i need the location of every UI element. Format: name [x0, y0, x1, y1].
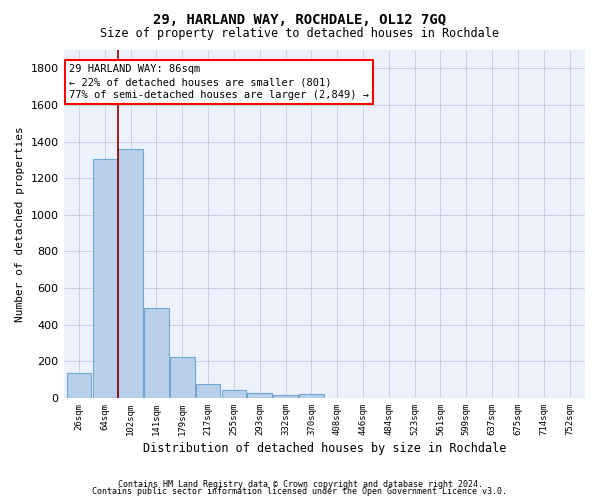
Text: 29, HARLAND WAY, ROCHDALE, OL12 7GQ: 29, HARLAND WAY, ROCHDALE, OL12 7GQ: [154, 12, 446, 26]
Y-axis label: Number of detached properties: Number of detached properties: [15, 126, 25, 322]
Bar: [92, 159, 117, 398]
Bar: [221, 390, 246, 398]
Bar: [273, 395, 298, 398]
Bar: [247, 394, 272, 398]
Bar: [170, 356, 194, 398]
Bar: [118, 149, 143, 398]
Text: Contains public sector information licensed under the Open Government Licence v3: Contains public sector information licen…: [92, 488, 508, 496]
Bar: [67, 373, 91, 398]
Bar: [144, 308, 169, 398]
Text: Contains HM Land Registry data © Crown copyright and database right 2024.: Contains HM Land Registry data © Crown c…: [118, 480, 482, 489]
X-axis label: Distribution of detached houses by size in Rochdale: Distribution of detached houses by size …: [143, 442, 506, 455]
Bar: [196, 384, 220, 398]
Bar: [299, 394, 323, 398]
Text: Size of property relative to detached houses in Rochdale: Size of property relative to detached ho…: [101, 28, 499, 40]
Text: 29 HARLAND WAY: 86sqm
← 22% of detached houses are smaller (801)
77% of semi-det: 29 HARLAND WAY: 86sqm ← 22% of detached …: [69, 64, 369, 100]
